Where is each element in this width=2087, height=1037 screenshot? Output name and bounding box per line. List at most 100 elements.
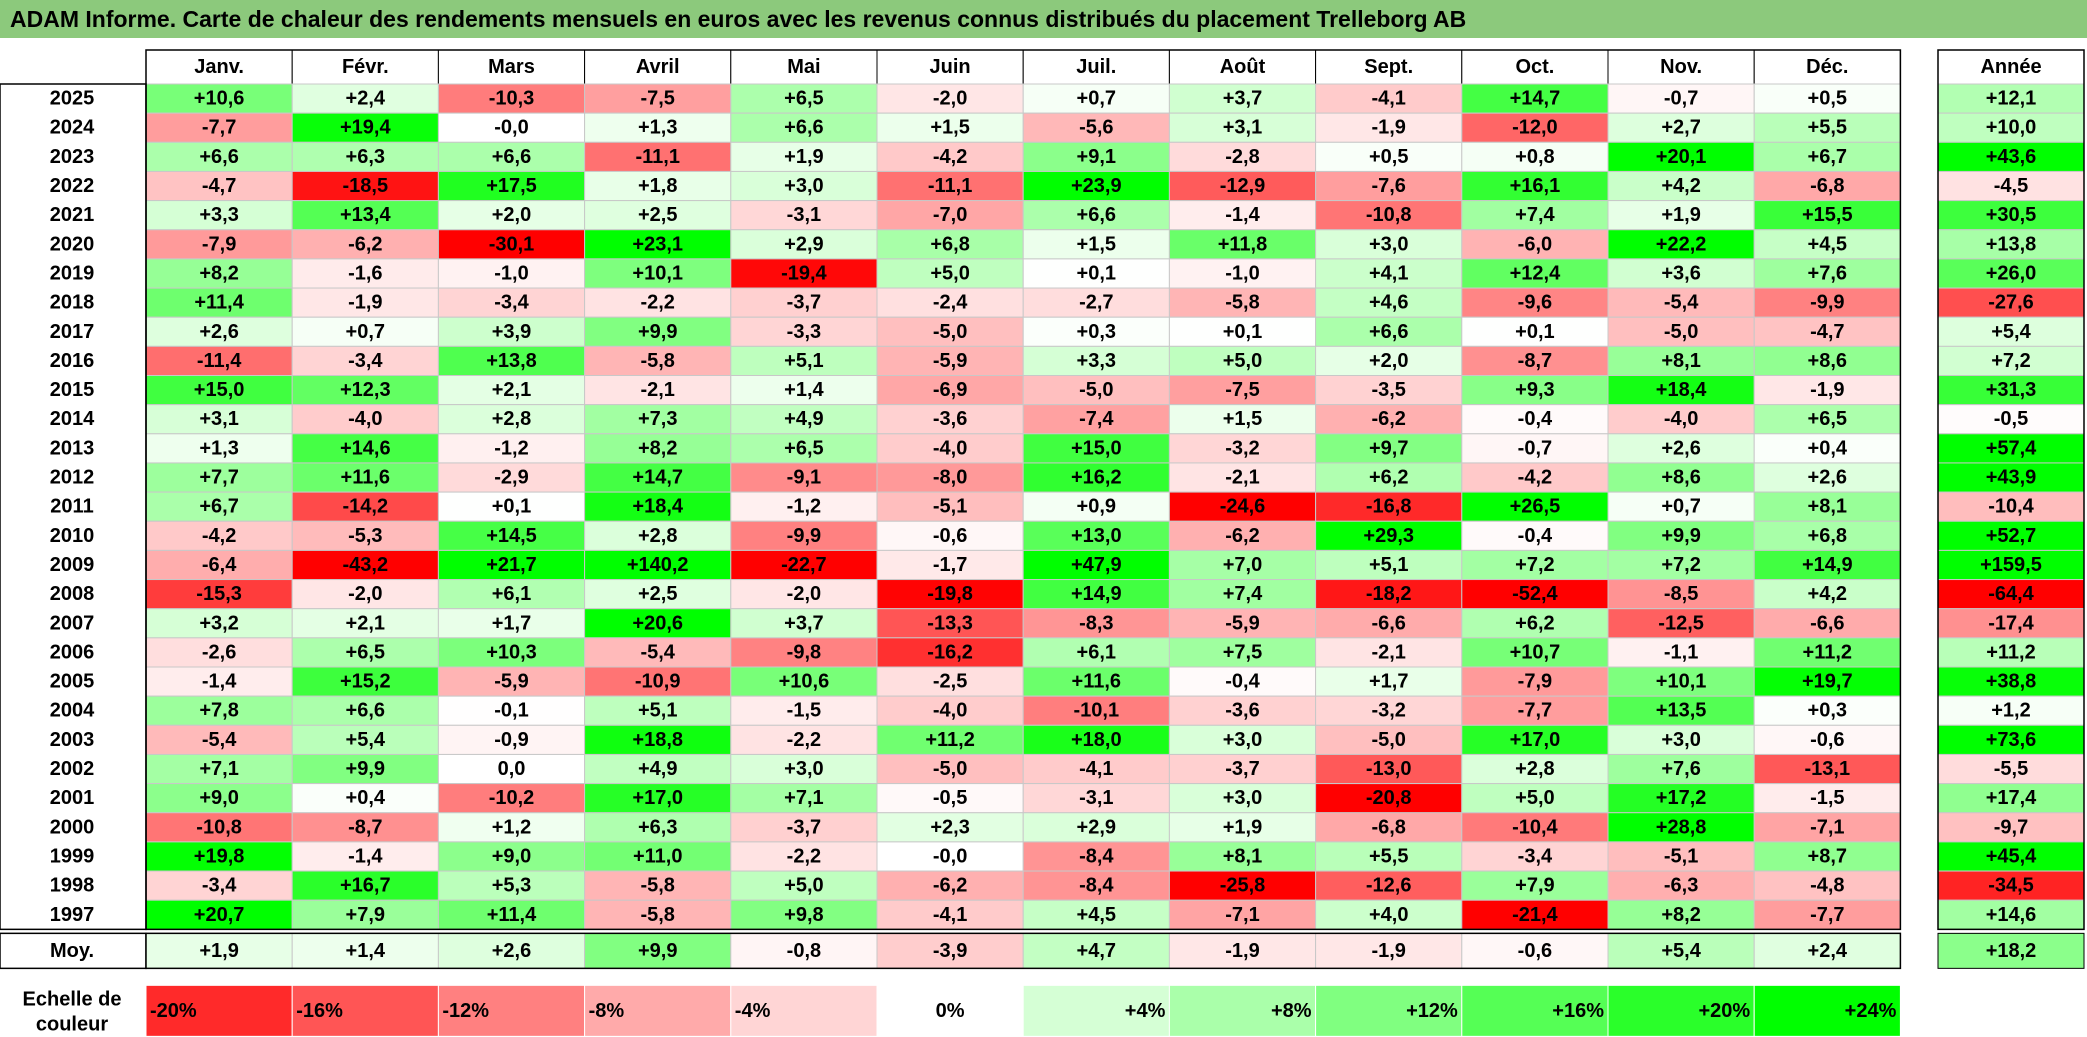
heatmap-cell <box>1753 608 1901 639</box>
heatmap-cell-value: +2,1 <box>492 379 531 401</box>
annual-cell <box>1937 695 2085 726</box>
heatmap-cell-value: +11,6 <box>341 467 391 489</box>
heatmap-cell <box>876 637 1024 668</box>
heatmap-cell <box>145 666 293 697</box>
heatmap-cell-value: -8,3 <box>1079 612 1113 634</box>
row-year-label: 2014 <box>50 408 95 430</box>
annual-cell <box>1937 375 2085 406</box>
heatmap-cell-value: -4,7 <box>202 175 236 197</box>
average-cell <box>730 932 878 969</box>
heatmap-cell-value: +10,1 <box>632 262 683 284</box>
heatmap-cell <box>291 783 439 814</box>
column-header-cell <box>876 49 1024 85</box>
heatmap-cell-value: -3,2 <box>1371 700 1405 722</box>
average-row-border <box>145 932 1902 970</box>
heatmap-cell-value: +13,0 <box>1071 525 1122 547</box>
heatmap-cell <box>1461 753 1609 785</box>
heatmap-cell <box>730 666 878 697</box>
heatmap-cell-value: +5,1 <box>638 700 677 722</box>
heatmap-cell-value: +0,7 <box>346 321 385 343</box>
annual-header-cell <box>1937 49 2085 85</box>
row-year-label: 2009 <box>50 554 95 576</box>
average-cell-value: +2,6 <box>492 940 531 962</box>
row-year-label: 2019 <box>50 262 95 284</box>
heatmap-cell-value: +12,3 <box>340 379 391 401</box>
heatmap-cell-value: -1,4 <box>202 671 237 693</box>
legend-swatch <box>291 984 439 1037</box>
column-header-cell <box>730 49 878 85</box>
heatmap-cell <box>1461 724 1609 755</box>
heatmap-cell <box>876 812 1024 843</box>
heatmap-cell <box>1168 433 1317 464</box>
heatmap-cell-value: -2,1 <box>1225 467 1259 489</box>
heatmap-cell-value: -5,4 <box>202 729 237 751</box>
heatmap-cell <box>437 462 586 493</box>
heatmap-cell-value: +0,1 <box>1223 321 1262 343</box>
row-year-label: 2013 <box>50 437 95 459</box>
heatmap-cell <box>876 287 1024 318</box>
legend-swatch <box>876 984 1024 1037</box>
heatmap-cell <box>1168 83 1317 114</box>
heatmap-cell <box>1168 724 1317 755</box>
heatmap-cell-value: +15,5 <box>1802 204 1853 226</box>
heatmap-cell-value: -3,4 <box>348 350 383 372</box>
row-year-label: 2010 <box>50 525 95 547</box>
annual-cell-value: -17,4 <box>1988 612 2034 634</box>
heatmap-cell-value: -5,0 <box>933 758 967 780</box>
heatmap-cell-value: +14,5 <box>486 525 537 547</box>
heatmap-cell <box>1607 695 1755 726</box>
heatmap-cell-value: -6,2 <box>933 875 967 897</box>
legend-swatch <box>1753 984 1901 1037</box>
heatmap-cell <box>1461 608 1609 639</box>
heatmap-cell-value: +8,1 <box>1808 496 1847 518</box>
heatmap-cell-value: -5,0 <box>1079 379 1113 401</box>
column-header-cell <box>1607 49 1755 85</box>
column-header-label: Juin <box>930 56 971 78</box>
heatmap-cell <box>730 841 878 872</box>
legend-swatch <box>1022 984 1170 1037</box>
heatmap-cell <box>1461 404 1609 435</box>
heatmap-cell-value: -4,7 <box>1810 321 1844 343</box>
heatmap-cell-value: -0,4 <box>1225 671 1260 693</box>
heatmap-cell <box>291 433 439 464</box>
heatmap-cell-value: -5,4 <box>640 641 675 663</box>
heatmap-cell-value: +3,6 <box>1661 262 1700 284</box>
heatmap-cell <box>730 608 878 639</box>
heatmap-cell-value: -2,7 <box>1079 292 1113 314</box>
column-header-label: Déc. <box>1806 56 1848 78</box>
heatmap-cell-value: +7,8 <box>199 700 238 722</box>
heatmap-cell <box>1315 170 1463 202</box>
legend-tick-label: +4% <box>1125 1000 1166 1022</box>
heatmap-cell-value: +4,5 <box>1808 233 1847 255</box>
heatmap-cell-value: +3,0 <box>1223 729 1262 751</box>
heatmap-cell <box>730 520 878 551</box>
heatmap-cell-value: -4,1 <box>1371 88 1405 110</box>
heatmap-cell <box>291 899 439 930</box>
heatmap-cell-value: +8,6 <box>1808 350 1847 372</box>
heatmap-cell-value: +17,5 <box>486 175 537 197</box>
heatmap-cell <box>730 637 878 668</box>
heatmap-cell-value: +9,8 <box>784 904 823 926</box>
heatmap-cell <box>291 520 439 551</box>
heatmap-cell-value: +9,0 <box>492 845 531 867</box>
chart-title: ADAM Informe. Carte de chaleur des rende… <box>0 0 2087 38</box>
heatmap-cell-value: -9,6 <box>1518 292 1552 314</box>
annual-cell <box>1937 316 2085 347</box>
heatmap-cell <box>291 258 439 289</box>
heatmap-cell <box>145 695 293 726</box>
heatmap-cell-value: -2,9 <box>494 467 528 489</box>
average-cell-value: +1,4 <box>346 940 386 962</box>
heatmap-cell <box>1607 316 1755 347</box>
heatmap-cell <box>1461 170 1609 202</box>
heatmap-cell <box>1022 579 1170 610</box>
heatmap-cell <box>1461 83 1609 114</box>
heatmap-cell-value: +6,2 <box>1369 467 1408 489</box>
annual-cell-value: +26,0 <box>1986 262 2037 284</box>
heatmap-cell-value: +18,8 <box>632 729 683 751</box>
heatmap-cell-value: +1,3 <box>638 117 677 139</box>
row-year-label: 2000 <box>50 816 95 838</box>
heatmap-cell-value: +5,0 <box>784 875 823 897</box>
heatmap-cell-value: +3,2 <box>199 612 238 634</box>
heatmap-cell-value: +7,3 <box>638 408 677 430</box>
average-cell <box>1461 932 1609 969</box>
